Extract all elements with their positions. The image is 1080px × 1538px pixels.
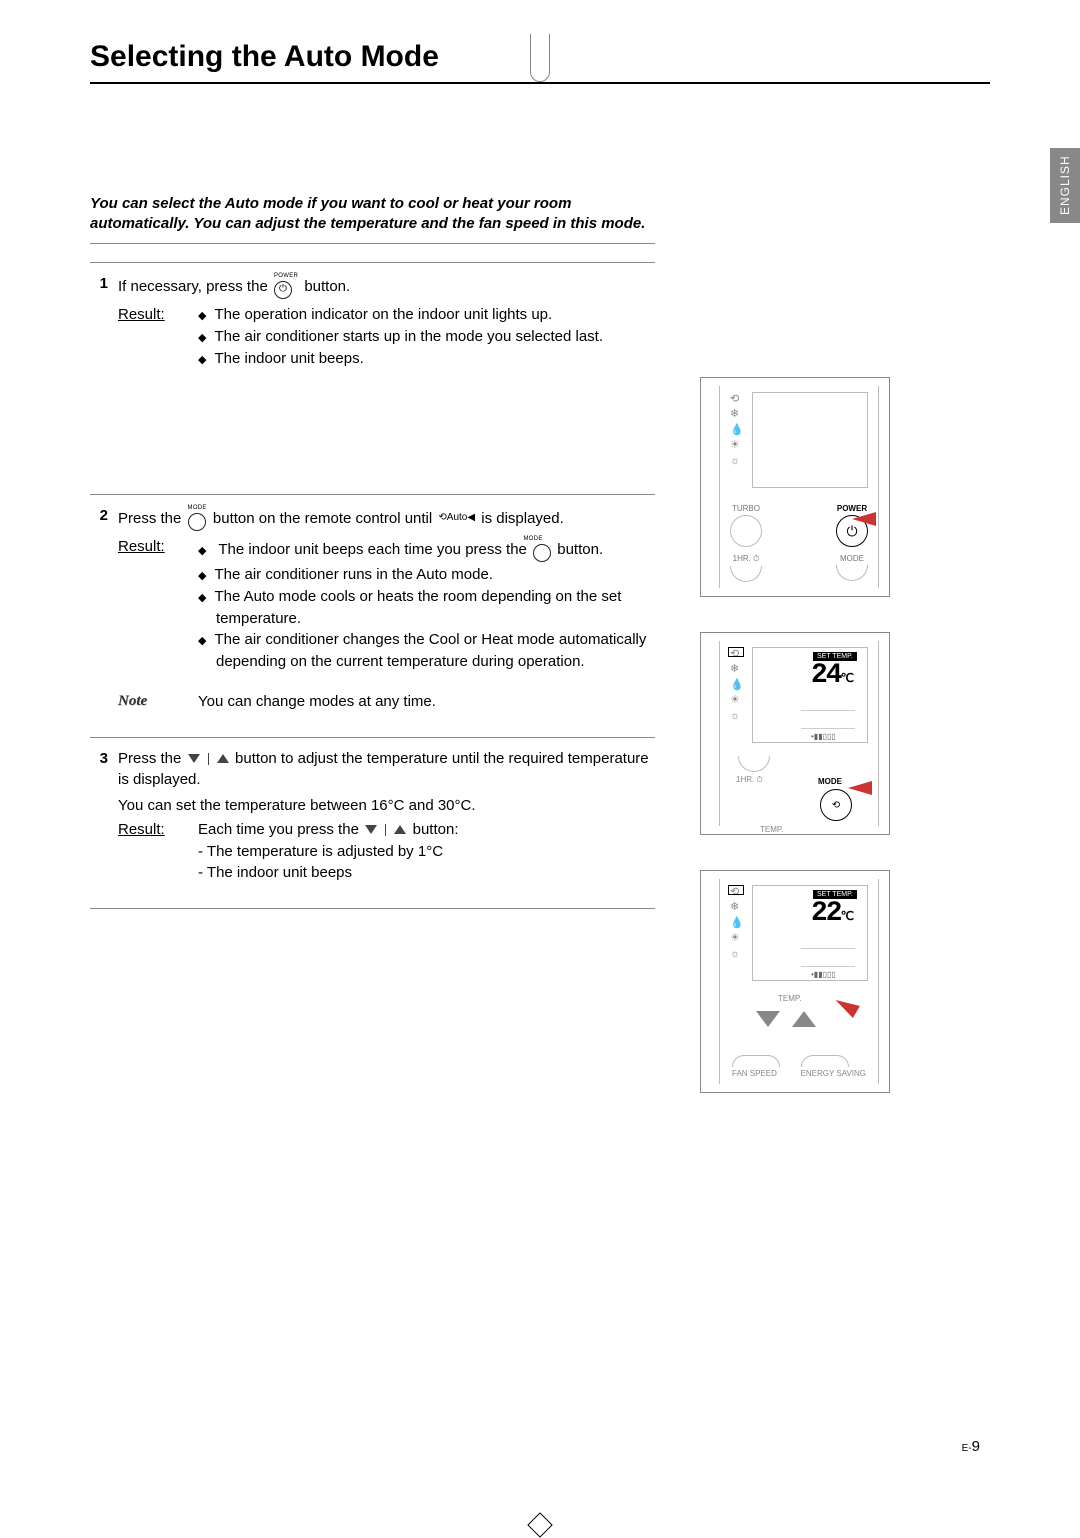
remote-figure-1: ⟲❄💧☀☼ TURBO POWER ⏻ 1HR. ⏱ [700, 377, 890, 597]
temp-down-button [756, 1011, 780, 1027]
t: Press the [118, 509, 186, 526]
t: Press the [118, 750, 186, 767]
auto-display-icon: ⟲Auto◀ [438, 511, 475, 526]
step-3-result-intro: Each time you press the button: [198, 819, 655, 841]
sep-icon [208, 753, 209, 765]
bullet: The air conditioner runs in the Auto mod… [198, 564, 655, 586]
pointer-arrow-icon [852, 512, 876, 526]
mode-icons: ⟲❄💧☀☼ [730, 392, 744, 469]
auto-selected-icon [728, 647, 744, 657]
note-text: You can change modes at any time. [198, 691, 436, 713]
step-2-text: Press the MODE button on the remote cont… [118, 505, 655, 533]
page-number: E-9 [962, 1438, 980, 1455]
power-button-icon: POWER [274, 273, 298, 301]
t: button on the remote control until [213, 509, 436, 526]
energy-saving-button: ENERGY SAVING [801, 1055, 867, 1078]
temp-up-button [792, 1011, 816, 1027]
mode-label: MODE [188, 505, 207, 511]
bullet: The air conditioner changes the Cool or … [198, 629, 655, 673]
temp-readout: 24℃ [811, 660, 852, 691]
step-list: 1 If necessary, press the POWER button. … [90, 262, 655, 910]
step-number: 2 [90, 505, 118, 713]
mode-button-icon: MODE [533, 536, 551, 564]
page-title: Selecting the Auto Mode [90, 40, 990, 74]
bullet: The indoor unit beeps each time you pres… [198, 536, 655, 564]
mode-label: MODE [818, 777, 842, 786]
step-3-text: Press the button to adjust the temperatu… [118, 748, 655, 792]
fan-indicator-icon: •▮▮▯▯▯ [811, 970, 836, 979]
remote-figure-3: ⟲❄💧☀☼ SET TEMP. 22℃ •▮▮▯▯▯ TEMP. FAN SPE… [700, 870, 890, 1093]
onehr-button [738, 756, 770, 772]
bullet: The indoor unit beeps. [198, 348, 655, 370]
turbo-button: TURBO [730, 504, 762, 547]
step-3-range: You can set the temperature between 16°C… [118, 795, 655, 817]
title-rule: Selecting the Auto Mode [90, 40, 990, 84]
page-container: ENGLISH Selecting the Auto Mode You can … [0, 0, 1080, 1525]
step-1: 1 If necessary, press the POWER button. … [90, 262, 655, 394]
remote-figure-2: ⟲❄💧☀☼ SET TEMP. 24℃ •▮▮▯▯▯ 1HR. ⏱ MODE ⟲… [700, 632, 890, 835]
temp-readout: 22℃ [811, 898, 852, 929]
step-1-text: If necessary, press the POWER button. [118, 273, 655, 301]
note-label: Note [118, 691, 198, 713]
remote-display: SET TEMP. 22℃ •▮▮▯▯▯ [752, 885, 868, 981]
page-prefix: E- [962, 1443, 972, 1454]
pointer-arrow-icon [848, 781, 872, 795]
mode-icons: ⟲❄💧☀☼ [730, 647, 744, 724]
result-label: Result: [118, 536, 198, 673]
dash: The temperature is adjusted by 1°C [198, 841, 655, 863]
up-icon [394, 825, 406, 834]
bullet: The air conditioner starts up in the mod… [198, 326, 655, 348]
mode-button: MODE [836, 554, 868, 582]
power-label: POWER [274, 273, 298, 279]
mode-icons: ⟲❄💧☀☼ [730, 885, 744, 962]
auto-selected-icon [728, 885, 744, 895]
down-icon [188, 754, 200, 763]
remote-display [752, 392, 868, 488]
result-label: Result: [118, 304, 198, 369]
bullet: The Auto mode cools or heats the room de… [198, 586, 655, 630]
down-icon [365, 825, 377, 834]
fan-indicator-icon: •▮▮▯▯▯ [811, 732, 836, 741]
pointer-arrow-icon [832, 994, 860, 1018]
result-label: Result: [118, 819, 198, 884]
step-2: 2 Press the MODE button on the remote co… [90, 494, 655, 737]
onehr-button: 1HR. ⏱ [730, 554, 762, 582]
page-num: 9 [972, 1438, 980, 1455]
bullet: The operation indicator on the indoor un… [198, 304, 655, 326]
intro-text: You can select the Auto mode if you want… [90, 194, 655, 244]
temp-label: TEMP. [778, 994, 801, 1003]
step-number: 1 [90, 273, 118, 370]
figures-column: ⟲❄💧☀☼ TURBO POWER ⏻ 1HR. ⏱ [700, 377, 890, 1128]
step-number: 3 [90, 748, 118, 885]
fan-speed-button: FAN SPEED [732, 1055, 780, 1078]
step-1-before: If necessary, press the [118, 277, 272, 294]
step-2-bullets: The indoor unit beeps each time you pres… [198, 536, 655, 673]
step-1-after: button. [304, 277, 350, 294]
remote-display: SET TEMP. 24℃ •▮▮▯▯▯ [752, 647, 868, 743]
up-icon [217, 754, 229, 763]
t: is displayed. [481, 509, 564, 526]
temp-label: TEMP. [760, 825, 783, 834]
step-1-bullets: The operation indicator on the indoor un… [198, 304, 655, 369]
language-tab: ENGLISH [1050, 148, 1080, 223]
onehr-label: 1HR. ⏱ [736, 775, 763, 785]
step-3-dashes: The temperature is adjusted by 1°C The i… [198, 841, 655, 885]
mode-button-icon: MODE [188, 505, 207, 533]
step-3: 3 Press the button to adjust the tempera… [90, 737, 655, 910]
sep-icon [385, 824, 386, 836]
dash: The indoor unit beeps [198, 862, 655, 884]
